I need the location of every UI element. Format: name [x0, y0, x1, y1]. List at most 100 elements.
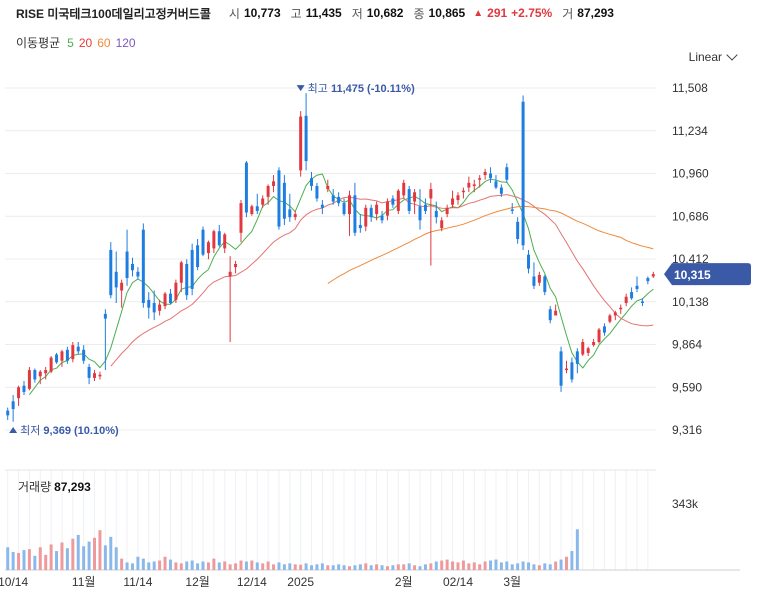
candle-body: [293, 214, 297, 218]
candle-body: [391, 198, 395, 205]
candle-body: [65, 349, 69, 361]
volume-bar: [548, 564, 552, 570]
moving-average-legend[interactable]: 이동평균 5 20 60 120: [16, 34, 136, 51]
volume-bar: [423, 564, 427, 570]
high-label: 고: [290, 6, 302, 21]
volume-bar: [472, 562, 476, 570]
volume-bar: [217, 562, 221, 570]
moving-average-lines: [29, 173, 654, 396]
volume-bar: [407, 563, 411, 570]
scale-selector[interactable]: Linear: [687, 48, 738, 66]
candle-body: [201, 229, 205, 255]
date-tick-label: 12/14: [237, 575, 267, 589]
ma20-line: [110, 194, 654, 367]
volume-bar: [527, 562, 531, 570]
volume-bar: [380, 565, 384, 570]
volume-bar: [391, 565, 395, 570]
candle-body: [635, 285, 639, 289]
date-tick-label: 11월: [72, 575, 96, 589]
candle-body: [434, 210, 438, 218]
volume-bar: [234, 563, 238, 570]
volume-bar: [255, 562, 259, 570]
price-tick-label: 9,590: [672, 380, 702, 394]
candle-body: [369, 207, 373, 218]
candle-body: [44, 370, 48, 374]
quote-header: RISE 미국테크100데일리고정커버드콜 시 10,773 고 11,435 …: [16, 4, 614, 22]
volume-bar: [456, 562, 460, 570]
instrument-name: RISE 미국테크100데일리고정커버드콜: [16, 6, 211, 21]
volume-bar: [76, 534, 80, 570]
candle-body: [250, 206, 254, 215]
candle-body: [38, 371, 42, 377]
candle-body: [499, 187, 503, 194]
volume-bar: [554, 561, 558, 570]
volume-bar: [505, 561, 509, 570]
candle-body: [33, 370, 37, 380]
volume-bar: [60, 542, 64, 570]
candle-body: [163, 293, 167, 307]
candle-body: [299, 116, 303, 171]
candle-body: [619, 307, 623, 310]
high-marker-icon: [296, 85, 305, 92]
volume-bar: [179, 563, 183, 570]
candle-body: [190, 249, 194, 289]
volume-bar: [440, 560, 444, 570]
volume-bar: [277, 562, 281, 570]
volume-bar: [11, 551, 15, 570]
volume-bar: [239, 560, 243, 570]
volume-bar: [163, 556, 167, 570]
volume-bar: [250, 560, 254, 570]
volume-bar: [537, 565, 541, 570]
candle-body: [141, 229, 145, 303]
volume-bar: [559, 559, 563, 570]
volume-bar: [130, 563, 134, 570]
candle-body: [646, 278, 650, 282]
volume-bar: [499, 562, 503, 570]
volume-bar: [364, 563, 368, 570]
candle-body: [109, 249, 113, 296]
volume-bar: [532, 564, 536, 570]
price-tick-label: 11,508: [672, 81, 708, 95]
low-annotation: 최저 9,369 (10.10%): [20, 424, 119, 437]
candle-body: [326, 185, 330, 190]
candlesticks: [6, 93, 655, 422]
candle-body: [266, 185, 270, 197]
volume-bar: [27, 549, 31, 570]
volume-bar: [266, 561, 270, 570]
candle-body: [440, 220, 444, 229]
volume-bar: [543, 563, 547, 570]
candle-body: [429, 189, 433, 199]
candle-body: [451, 198, 455, 205]
candle-body: [537, 274, 541, 283]
up-arrow-icon: ▲: [473, 7, 484, 19]
volume-bar: [385, 566, 389, 570]
candle-body: [347, 195, 351, 215]
candle-body: [60, 351, 64, 361]
candle-body: [158, 304, 162, 311]
volume-tick-label: 343k: [672, 497, 699, 511]
candle-body: [564, 368, 568, 371]
change-value: 291: [487, 6, 508, 20]
change-percent: +2.75%: [511, 6, 553, 20]
candle-body: [272, 181, 276, 186]
volume-bar: [38, 547, 42, 570]
candle-body: [630, 292, 634, 299]
ma60-line: [327, 205, 654, 285]
volume-bar: [17, 552, 21, 570]
volume-bar: [396, 564, 400, 570]
volume-bar: [293, 564, 297, 570]
candle-body: [456, 195, 460, 201]
low-value: 10,682: [366, 6, 404, 20]
candle-body: [489, 173, 493, 179]
candle-body: [49, 357, 53, 372]
volume-bar: [147, 562, 151, 570]
volume-bar: [22, 550, 26, 570]
volume-bar: [299, 564, 303, 570]
volume-bar: [98, 530, 102, 570]
candle-body: [255, 206, 259, 211]
candle-body: [147, 299, 151, 308]
candle-body: [613, 312, 617, 316]
date-tick-label: 11/14: [123, 575, 152, 589]
date-tick-label: 2025: [287, 575, 314, 589]
